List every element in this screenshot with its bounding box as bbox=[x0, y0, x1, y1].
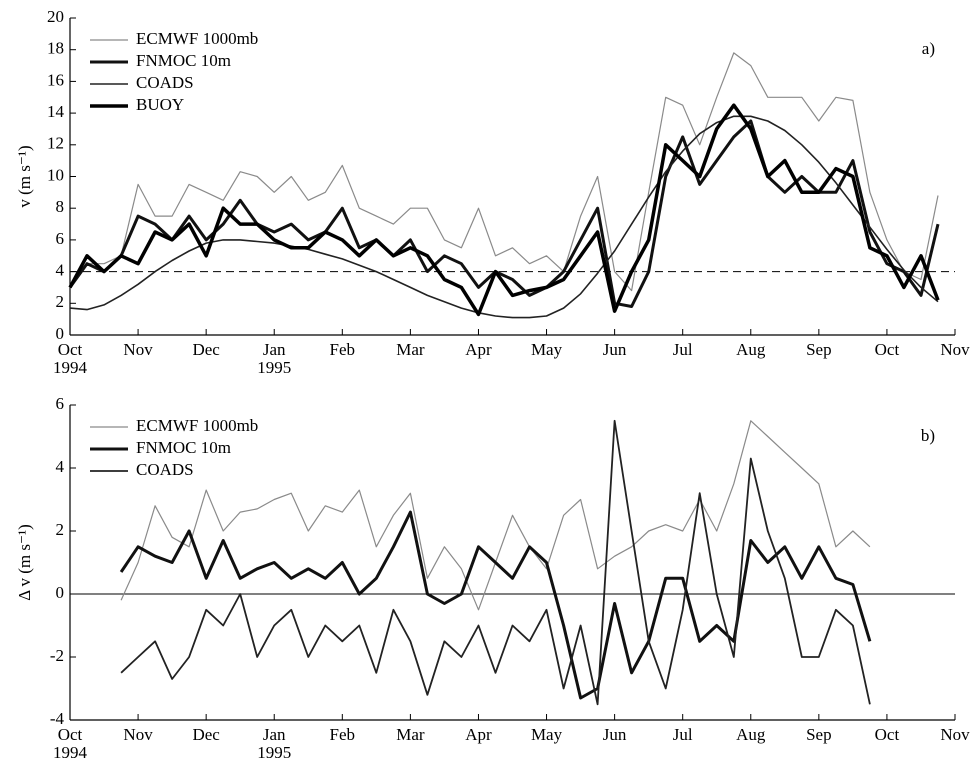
series-line bbox=[69, 52, 939, 292]
legend-label: COADS bbox=[136, 460, 194, 479]
series-line bbox=[68, 103, 940, 317]
y-tick-label: 18 bbox=[47, 39, 64, 58]
y-tick-label: 6 bbox=[56, 394, 65, 413]
x-tick-label: Feb bbox=[330, 725, 356, 744]
x-tick-label: Aug bbox=[736, 340, 766, 359]
legend-label: ECMWF 1000mb bbox=[136, 29, 258, 48]
x-tick-label: Jun bbox=[603, 725, 627, 744]
x-tick-label: May bbox=[531, 340, 563, 359]
legend-label: BUOY bbox=[136, 95, 184, 114]
series-line bbox=[68, 119, 940, 308]
series-line bbox=[119, 510, 872, 700]
year-label: 1994 bbox=[53, 743, 88, 762]
y-tick-label: 16 bbox=[47, 70, 64, 89]
legend-label: FNMOC 10m bbox=[136, 438, 231, 457]
x-tick-label: Oct bbox=[875, 340, 900, 359]
y-tick-label: 6 bbox=[56, 229, 65, 248]
y-tick-label: 14 bbox=[47, 102, 65, 121]
x-tick-label: Jun bbox=[603, 340, 627, 359]
series-line bbox=[120, 419, 871, 706]
x-tick-label: Nov bbox=[123, 340, 153, 359]
x-tick-label: Dec bbox=[192, 725, 220, 744]
x-tick-label: Sep bbox=[806, 340, 832, 359]
y-tick-label: 2 bbox=[56, 292, 65, 311]
x-tick-label: Mar bbox=[396, 725, 425, 744]
x-tick-label: Apr bbox=[465, 340, 492, 359]
legend-label: ECMWF 1000mb bbox=[136, 416, 258, 435]
panel-label: a) bbox=[922, 39, 935, 58]
y-tick-label: 8 bbox=[56, 197, 65, 216]
x-tick-label: Oct bbox=[875, 725, 900, 744]
x-tick-label: Oct bbox=[58, 340, 83, 359]
panel-label: b) bbox=[921, 426, 935, 445]
x-tick-label: Nov bbox=[940, 340, 970, 359]
x-tick-label: Nov bbox=[123, 725, 153, 744]
series-line bbox=[120, 420, 871, 611]
y-tick-label: -4 bbox=[50, 709, 65, 728]
x-tick-label: Aug bbox=[736, 725, 766, 744]
x-tick-label: Feb bbox=[330, 340, 356, 359]
x-tick-label: Oct bbox=[58, 725, 83, 744]
year-label: 1995 bbox=[257, 743, 291, 762]
x-tick-label: Nov bbox=[940, 725, 970, 744]
y-tick-label: 10 bbox=[47, 165, 64, 184]
y-tick-label: 0 bbox=[56, 324, 65, 343]
legend-label: COADS bbox=[136, 73, 194, 92]
x-tick-label: Jul bbox=[673, 340, 693, 359]
y-tick-label: 0 bbox=[56, 583, 65, 602]
year-label: 1994 bbox=[53, 358, 88, 377]
x-tick-label: Mar bbox=[396, 340, 425, 359]
x-tick-label: Sep bbox=[806, 725, 832, 744]
x-tick-label: Dec bbox=[192, 340, 220, 359]
y-tick-label: 2 bbox=[56, 520, 65, 539]
y-tick-label: -2 bbox=[50, 646, 64, 665]
y-tick-label: 12 bbox=[47, 134, 64, 153]
y-tick-label: 4 bbox=[56, 457, 65, 476]
legend-label: FNMOC 10m bbox=[136, 51, 231, 70]
y-tick-label: 4 bbox=[56, 261, 65, 280]
x-tick-label: Jan bbox=[263, 340, 286, 359]
y-axis-label: v (m s⁻¹) bbox=[15, 145, 34, 207]
y-tick-label: 20 bbox=[47, 7, 64, 26]
x-tick-label: Jan bbox=[263, 725, 286, 744]
x-tick-label: Apr bbox=[465, 725, 492, 744]
x-tick-label: Jul bbox=[673, 725, 693, 744]
y-axis-label: Δ v (m s⁻¹) bbox=[15, 524, 34, 600]
x-tick-label: May bbox=[531, 725, 563, 744]
year-label: 1995 bbox=[257, 358, 291, 377]
series-line bbox=[69, 115, 939, 319]
